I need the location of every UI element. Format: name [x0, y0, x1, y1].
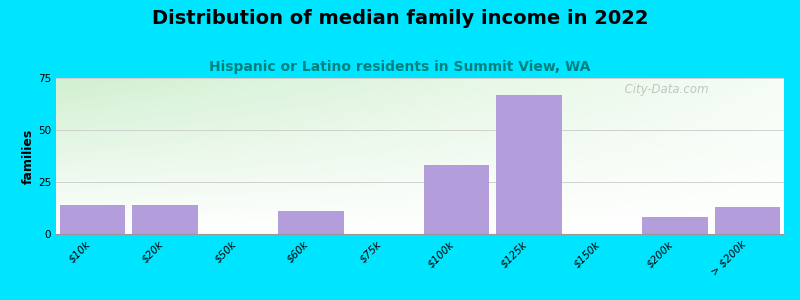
Text: City-Data.com: City-Data.com	[617, 83, 708, 96]
Bar	[424, 165, 489, 234]
Text: Distribution of median family income in 2022: Distribution of median family income in …	[152, 9, 648, 28]
Bar	[715, 207, 780, 234]
Bar	[497, 94, 562, 234]
Bar	[642, 218, 707, 234]
Bar	[278, 211, 343, 234]
Bar	[133, 205, 198, 234]
Y-axis label: families: families	[22, 128, 35, 184]
Bar	[60, 205, 125, 234]
Text: Hispanic or Latino residents in Summit View, WA: Hispanic or Latino residents in Summit V…	[210, 60, 590, 74]
